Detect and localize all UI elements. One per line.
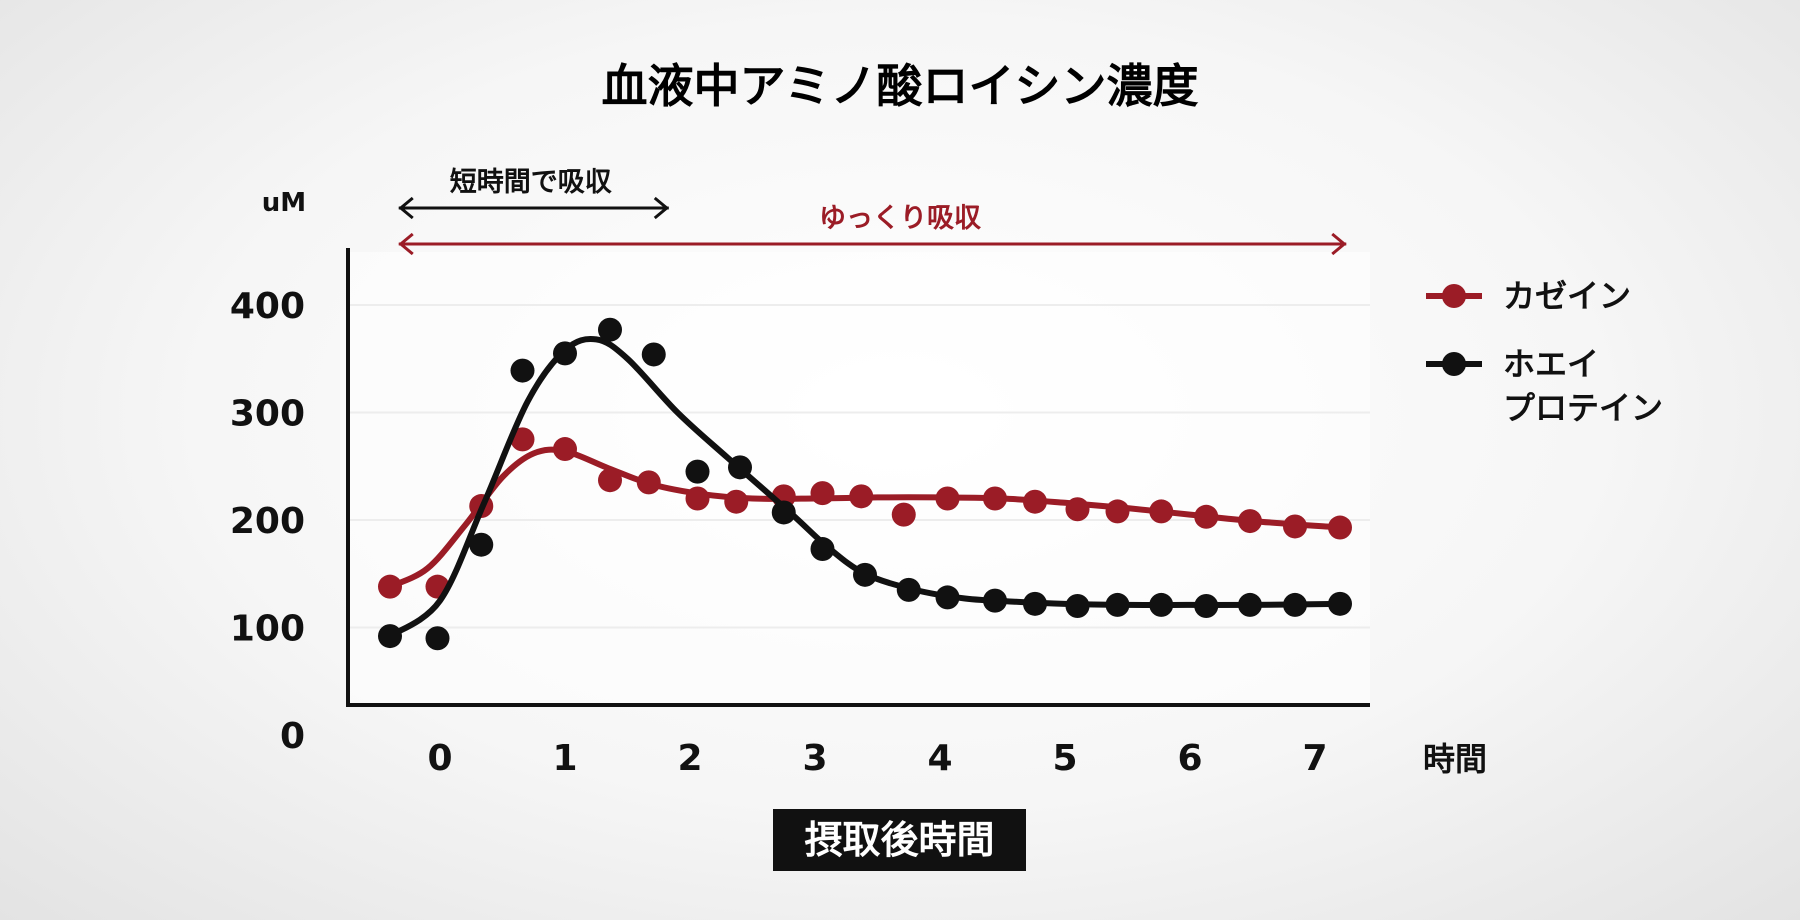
series-layer: [378, 317, 1352, 651]
annotation-label: 短時間で吸収: [450, 167, 613, 198]
data-point: [1328, 515, 1352, 540]
x-tick-label: 0: [427, 738, 452, 779]
legend-marker: [1442, 352, 1466, 376]
data-point: [1194, 504, 1219, 529]
arrow-head-left: [398, 232, 414, 256]
legend-marker: [1442, 284, 1466, 308]
data-point: [771, 500, 796, 525]
data-point: [935, 585, 960, 610]
x-tick-label: 6: [1177, 738, 1202, 779]
arrow-head-right: [1331, 232, 1347, 256]
data-point: [810, 537, 835, 562]
data-point: [1149, 499, 1174, 524]
data-point: [636, 470, 661, 495]
data-point: [1238, 592, 1262, 617]
data-point: [1238, 509, 1262, 534]
x-tick-label: 2: [677, 738, 702, 779]
arrow-head-right: [653, 196, 670, 220]
x-tick-label: 5: [1052, 738, 1077, 779]
x-tick-label: 4: [927, 738, 952, 779]
data-point: [510, 427, 535, 452]
data-point: [891, 502, 916, 527]
data-point: [1328, 591, 1352, 616]
data-point: [1065, 594, 1090, 618]
x-axis-unit: 時間: [1423, 740, 1487, 778]
gridlines: [348, 252, 1370, 704]
data-point: [810, 481, 835, 506]
data-point: [510, 358, 535, 383]
data-point: [983, 486, 1007, 511]
y-axis-unit: uM: [262, 188, 306, 218]
series-whey: [378, 317, 1352, 651]
y-tick-label: 0: [280, 716, 305, 757]
data-point: [724, 489, 749, 514]
y-tick-labels: 0 100 200 300 400: [230, 286, 305, 757]
y-tick-label: 300: [230, 394, 305, 435]
data-point: [1105, 592, 1130, 617]
axes: [346, 248, 1370, 707]
series-line: [387, 446, 1343, 590]
data-point: [1023, 489, 1047, 514]
data-point: [983, 588, 1007, 613]
data-point: [598, 317, 622, 342]
legend-label: カゼイン: [1503, 277, 1631, 315]
data-point: [598, 468, 622, 493]
chart-title: 血液中アミノ酸ロイシン濃度: [601, 59, 1198, 113]
data-point: [685, 459, 710, 484]
data-point: [553, 341, 577, 366]
y-tick-label: 200: [230, 501, 305, 542]
data-point: [1105, 499, 1130, 524]
data-point: [896, 577, 921, 602]
legend-label: ホエイプロテイン: [1503, 345, 1663, 427]
x-tick-label: 1: [552, 738, 577, 779]
data-point: [641, 342, 666, 367]
data-point: [378, 574, 402, 599]
data-point: [853, 562, 877, 587]
annotation-label: ゆっくり吸収: [819, 203, 982, 234]
data-point: [1023, 591, 1047, 616]
y-tick-label: 400: [230, 286, 305, 327]
x-tick-label: 7: [1302, 738, 1327, 779]
data-point: [469, 532, 494, 557]
data-point: [1283, 514, 1307, 539]
x-axis-label: 摂取後時間: [804, 818, 995, 862]
plot-background: [350, 252, 1370, 704]
data-point: [685, 486, 710, 511]
x-axis-label-box: [773, 809, 1026, 871]
data-point: [728, 455, 752, 480]
data-point: [1149, 592, 1174, 617]
data-point: [1283, 592, 1307, 617]
data-point: [425, 626, 450, 651]
x-tick-labels: 0 1 2 3 4 5 6 7: [427, 738, 1327, 779]
series-casein: [378, 427, 1352, 599]
data-point: [1065, 497, 1090, 522]
data-point: [553, 437, 577, 462]
arrow-head-left: [398, 196, 414, 220]
y-tick-label: 100: [230, 609, 305, 650]
data-point: [378, 624, 402, 649]
data-point: [935, 486, 960, 511]
data-point: [1194, 594, 1219, 618]
data-point: [849, 484, 874, 509]
x-tick-label: 3: [802, 738, 827, 779]
